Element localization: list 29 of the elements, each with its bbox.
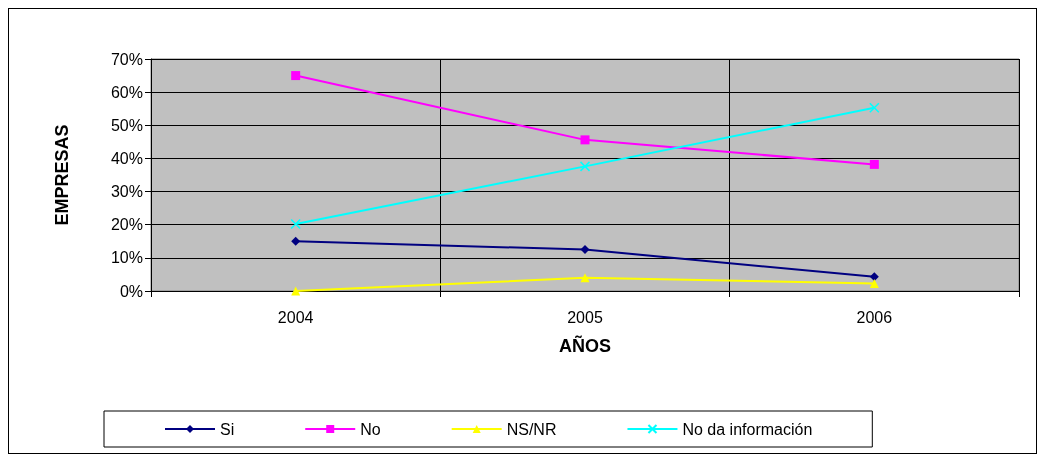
point <box>290 218 301 230</box>
y-tick-label: 20% <box>110 216 143 234</box>
x-axis-title: AÑOS <box>558 335 612 356</box>
y-tick-label: 0% <box>119 282 143 300</box>
point <box>580 245 590 255</box>
x-tick-label: 2005 <box>567 308 603 326</box>
y-axis-title: EMPRESAS <box>52 124 72 226</box>
legend-label: No <box>360 420 381 438</box>
y-tick-label: 10% <box>110 249 143 267</box>
point <box>869 102 880 113</box>
x-tick-label: 2006 <box>856 308 893 326</box>
point <box>579 161 591 172</box>
y-tick-label: 30% <box>110 183 143 201</box>
point <box>580 273 590 283</box>
point <box>291 286 301 296</box>
x-tick-label: 2004 <box>277 308 314 326</box>
legend-label: No da información <box>682 420 813 438</box>
y-tick-label: 70% <box>110 50 143 68</box>
point <box>291 236 301 246</box>
y-tick-label: 50% <box>110 116 143 134</box>
y-tick-label: 40% <box>110 149 143 167</box>
legend-label: NS/NR <box>506 420 557 438</box>
point <box>580 135 590 145</box>
point <box>869 272 879 282</box>
point <box>869 278 879 288</box>
point <box>869 159 879 169</box>
legend-label: Si <box>220 420 235 438</box>
y-tick-label: 60% <box>110 83 143 101</box>
point <box>291 71 301 81</box>
